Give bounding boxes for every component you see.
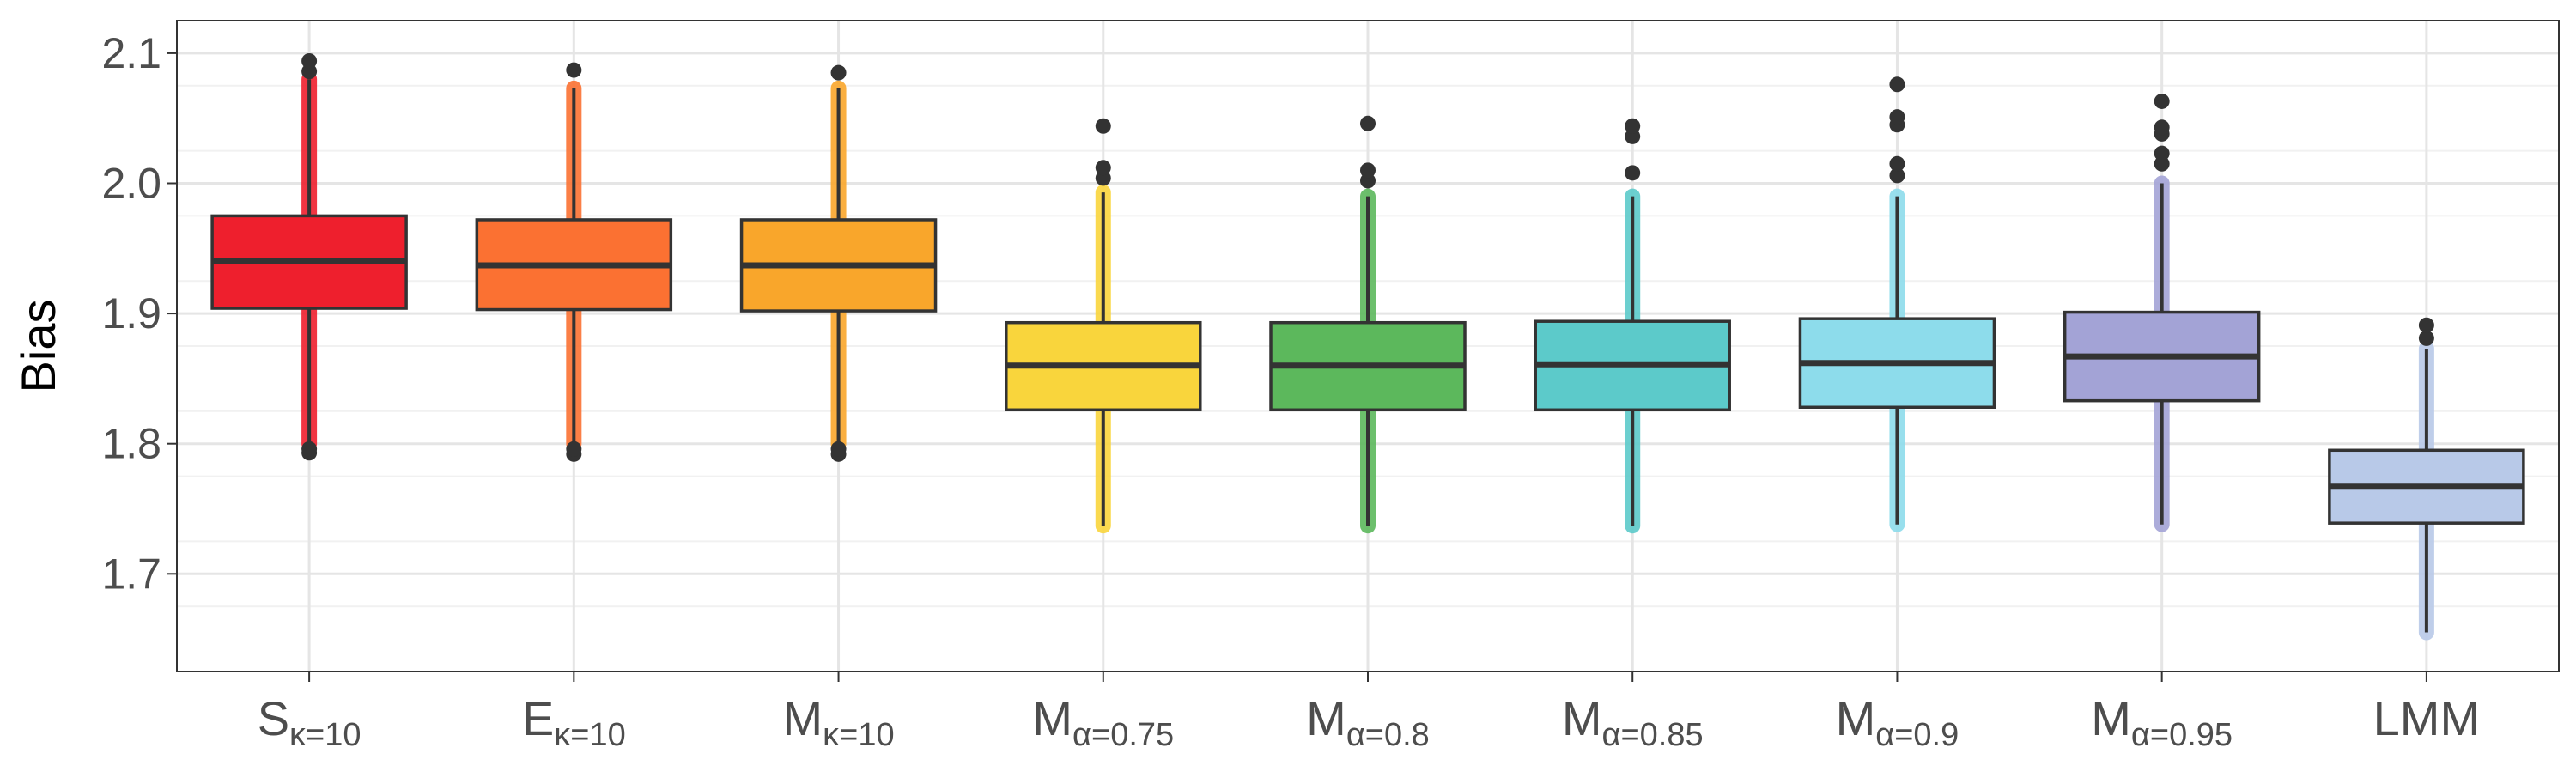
outlier-point: [830, 64, 847, 81]
outlier-point: [1095, 160, 1111, 176]
box-group: [2063, 93, 2261, 532]
outlier-point: [1625, 118, 1641, 134]
box-group: [1534, 118, 1731, 534]
outlier-point: [1889, 76, 1905, 93]
outlier-point: [1095, 118, 1111, 134]
x-tick-label: Mα=0.75: [1032, 691, 1174, 753]
axes: 1.7 1.8 1.9 2.0 2.1 Sκ=10 Eκ=10 Mκ=10 Mα=0.75 Mα=…: [101, 29, 2480, 753]
outlier-point: [1889, 109, 1905, 125]
outlier-point: [1360, 115, 1376, 131]
outlier-point: [2154, 119, 2170, 136]
box-group: [210, 52, 408, 461]
box-group: [1269, 115, 1467, 534]
y-tick-label: 2.0: [101, 160, 161, 208]
box-group: [1798, 76, 1996, 532]
outlier-point: [1625, 165, 1641, 181]
box-group: [1005, 118, 1202, 534]
x-tick-label: Sκ=10: [258, 691, 361, 753]
x-tick-label: Mκ=10: [782, 691, 894, 753]
y-tick-label: 1.9: [101, 289, 161, 337]
box-group: [475, 62, 673, 462]
y-tick-label: 1.8: [101, 420, 161, 468]
outlier-point: [2154, 145, 2170, 161]
y-tick-label: 2.1: [101, 29, 161, 77]
x-tick-label: Mα=0.95: [2091, 691, 2233, 753]
outlier-point: [2418, 330, 2434, 346]
outlier-point: [566, 62, 582, 78]
outlier-point: [2418, 317, 2434, 333]
x-tick-label: LMM: [2373, 691, 2480, 745]
y-tick-label: 1.7: [101, 550, 161, 598]
outlier-point: [2154, 93, 2170, 109]
x-tick-label: Mα=0.9: [1836, 691, 1959, 753]
outlier-point: [1889, 167, 1905, 184]
outlier-point: [1889, 155, 1905, 172]
x-tick-label: Eκ=10: [522, 691, 626, 753]
x-tick-label: Mα=0.8: [1306, 691, 1430, 753]
y-axis-title: Bias: [11, 300, 65, 393]
outlier-point: [301, 52, 318, 69]
outlier-point: [830, 441, 847, 457]
outlier-point: [566, 441, 582, 457]
box-group: [739, 64, 938, 462]
box-group: [2328, 317, 2525, 641]
boxes: [210, 52, 2525, 641]
outlier-point: [301, 441, 318, 457]
outlier-point: [1360, 162, 1376, 179]
x-tick-label: Mα=0.85: [1562, 691, 1704, 753]
